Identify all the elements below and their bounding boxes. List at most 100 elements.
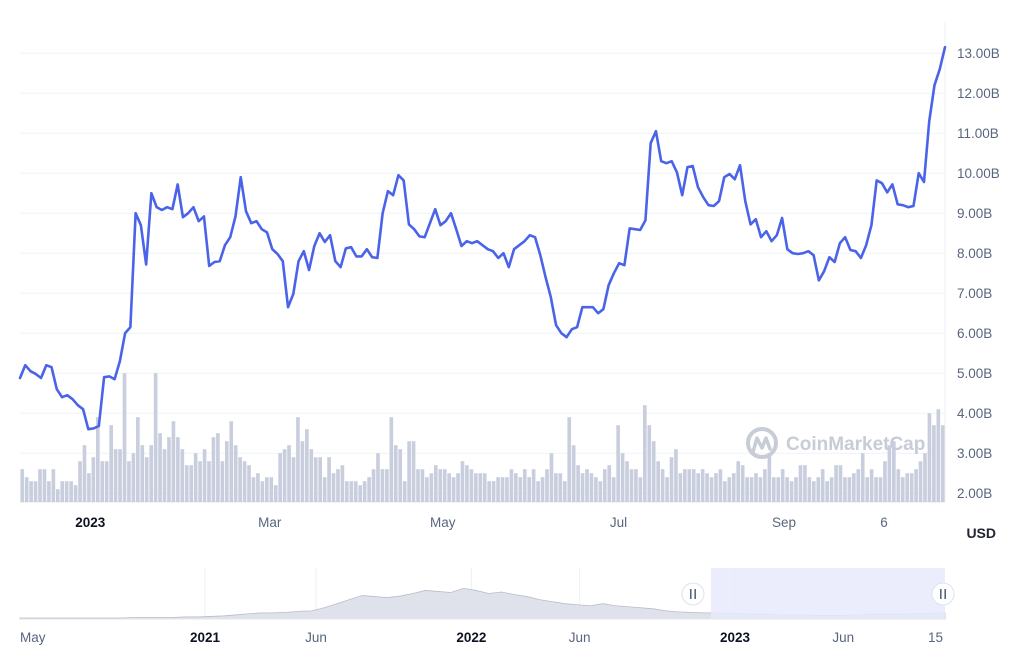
unit-label: USD (966, 525, 996, 541)
volume-bar (900, 477, 905, 502)
volume-bar (362, 481, 367, 502)
volume-bar (807, 477, 812, 502)
volume-bar (536, 481, 540, 502)
volume-bar (118, 449, 122, 502)
navigator-tick-label: 2022 (456, 630, 486, 645)
volume-bar (509, 469, 514, 502)
volume-bar (705, 473, 709, 502)
volume-bar (465, 465, 469, 502)
volume-bar (629, 469, 634, 502)
volume-bar (447, 473, 451, 502)
volume-bar (345, 481, 349, 502)
navigator-left-handle[interactable] (681, 582, 705, 606)
volume-bar (456, 473, 460, 502)
volume-bar (104, 461, 109, 502)
volume-bar (184, 465, 189, 502)
volume-bar (202, 449, 207, 502)
volume-bar (887, 445, 892, 502)
volume-bar (642, 405, 647, 502)
volume-bar (247, 465, 251, 502)
volume-bar (291, 457, 296, 502)
volume-bar (745, 477, 749, 502)
volume-bar (749, 477, 754, 502)
volume-bar (767, 453, 772, 502)
volume-bar (82, 445, 87, 502)
navigator-selection[interactable] (710, 568, 945, 619)
volume-bar (113, 449, 118, 502)
volume-bar (460, 461, 465, 502)
volume-bar (451, 477, 456, 502)
volume-bar (865, 477, 869, 502)
volume-bar (24, 477, 29, 502)
range-navigator[interactable]: May 2021 Jun 2022 Jun 2023 Jun 15 (19, 568, 955, 645)
volume-bar (42, 469, 47, 502)
volume-bar (696, 473, 701, 502)
volume-bar (585, 469, 589, 502)
volume-bar (758, 477, 763, 502)
volume-bar (754, 473, 758, 502)
x-tick-label: May (430, 515, 456, 530)
volume-bar (60, 481, 65, 502)
volume-bar (723, 481, 727, 502)
volume-bar (634, 469, 638, 502)
volume-bar (109, 425, 113, 502)
volume-bar (131, 453, 136, 502)
volume-bar (322, 477, 327, 502)
volume-bar (233, 445, 238, 502)
volume-bar (834, 465, 838, 502)
volume-bar (883, 461, 887, 502)
volume-bar (189, 465, 194, 502)
volume-bar (278, 453, 282, 502)
volume-bar (358, 485, 363, 502)
volume-bar (256, 473, 260, 502)
volume-bar (260, 481, 265, 502)
navigator-right-handle[interactable] (931, 582, 955, 606)
watermark-text: CoinMarketCap (786, 434, 925, 455)
volume-bar (638, 477, 643, 502)
volume-bar (540, 477, 545, 502)
volume-bar (691, 469, 696, 502)
volume-bar (598, 481, 603, 502)
volume-bar (407, 441, 411, 502)
volume-bar (300, 441, 305, 502)
volume-bar (918, 461, 923, 502)
volume-bar (780, 469, 785, 502)
volume-bar (193, 453, 198, 502)
volume-bar (914, 469, 918, 502)
volume-bar (420, 469, 425, 502)
volume-bar (47, 481, 51, 502)
y-tick-label: 4.00B (957, 406, 992, 421)
volume-bar (216, 433, 220, 502)
volume-bar (505, 477, 509, 502)
volume-bar (874, 477, 878, 502)
navigator-tick-label: Jun (305, 630, 327, 645)
volume-bar (353, 481, 358, 502)
volume-bar (385, 469, 389, 502)
volume-bar (829, 477, 834, 502)
volume-bar (313, 457, 318, 502)
volume-bar (674, 449, 678, 502)
x-axis: 2023 Mar May Jul Sep 6 (75, 515, 887, 530)
volume-bar (602, 469, 607, 502)
volume-bar (811, 481, 816, 502)
volume-bar (531, 469, 536, 502)
volume-bar (220, 461, 225, 502)
volume-bar (892, 441, 896, 502)
volume-bar (491, 481, 496, 502)
volume-bar (296, 417, 300, 502)
volume-bar (514, 473, 518, 502)
volume-bar (33, 481, 38, 502)
volume-bar (389, 417, 394, 502)
volume-bar (171, 421, 176, 502)
volume-bar (64, 481, 69, 502)
volume-bar (936, 409, 941, 502)
volume-bar (29, 481, 33, 502)
volume-bar (940, 425, 945, 502)
volume-bar (496, 477, 500, 502)
volume-bar (153, 373, 158, 502)
navigator-tick-label: 2023 (720, 630, 751, 645)
volume-bar (856, 469, 861, 502)
price-line[interactable] (18, 45, 947, 431)
volume-bar (518, 477, 523, 502)
